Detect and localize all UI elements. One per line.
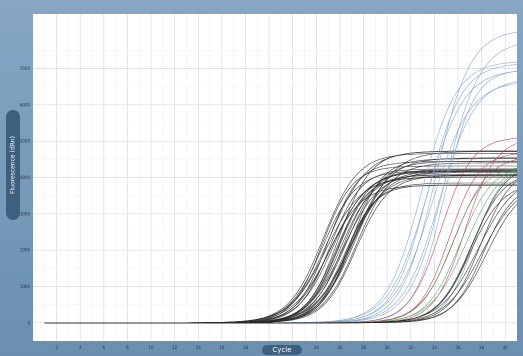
x-tick-label: 18	[243, 345, 249, 350]
x-axis-label: Cycle	[262, 345, 302, 355]
x-tick-label: 40	[503, 345, 509, 350]
x-tick-label: 4	[79, 345, 82, 350]
x-tick-label: 36	[455, 345, 461, 350]
y-tick-label: 0	[27, 320, 30, 325]
x-tick-label: 30	[385, 345, 391, 350]
x-tick-label: 2	[55, 345, 58, 350]
grid	[33, 14, 517, 341]
y-tick-label: 5000	[20, 139, 31, 144]
y-tick-label: 4000	[20, 175, 31, 180]
y-axis-label: Fluorescence (dRn)	[6, 110, 20, 220]
x-tick-label: 24	[314, 345, 320, 350]
x-tick-label: 10	[149, 345, 155, 350]
x-tick-label: 38	[479, 345, 485, 350]
y-tick-label: 6000	[20, 102, 31, 107]
y-tick-label: 1000	[20, 284, 31, 289]
y-tick-label: 7000	[20, 66, 31, 71]
x-tick-label: 26	[337, 345, 343, 350]
x-tick-label: 12	[172, 345, 178, 350]
x-tick-label: 16	[219, 345, 225, 350]
amplification-curves	[44, 31, 518, 324]
x-tick-label: 6	[103, 345, 106, 350]
y-tick-label: 3000	[20, 211, 31, 216]
y-tick-labels: 0 1000 2000 3000 4000 5000 6000 7000	[20, 66, 31, 325]
y-tick-label: 2000	[20, 248, 31, 253]
x-tick-label: 34	[432, 345, 438, 350]
amplification-curve-black	[44, 204, 518, 324]
x-tick-label: 14	[196, 345, 202, 350]
x-tick-label: 28	[361, 345, 367, 350]
x-tick-label: 32	[408, 345, 414, 350]
x-tick-label: 8	[126, 345, 129, 350]
y-axis-label-text: Fluorescence (dRn)	[9, 136, 17, 194]
